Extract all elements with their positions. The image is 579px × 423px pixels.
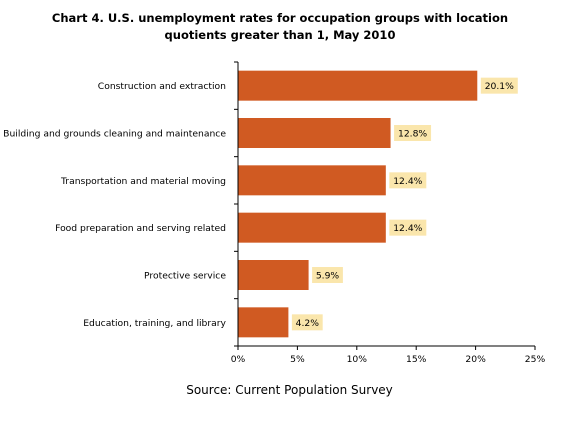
category-label: Construction and extraction: [98, 81, 226, 92]
axis-layer: 0% 5% 10% 15% 20% 25%: [231, 61, 546, 365]
category-label: Transportation and material moving: [60, 176, 226, 187]
data-label: 12.8%: [398, 129, 427, 140]
category-label: Education, training, and library: [83, 318, 226, 329]
data-label: 4.2%: [296, 318, 320, 329]
bar: [238, 165, 386, 196]
data-label-background: [394, 125, 432, 141]
bar: [238, 307, 289, 338]
bar: [238, 260, 309, 290]
x-tick-label: 25%: [525, 354, 546, 365]
source-note: Source: Current Population Survey: [186, 383, 393, 397]
data-label: 20.1%: [485, 81, 514, 92]
category-label: Building and grounds cleaning and mainte…: [3, 129, 226, 140]
data-label-background: [291, 314, 323, 331]
category-label: Protective service: [144, 271, 226, 282]
chart-title: Chart 4. U.S. unemployment rates for occ…: [51, 11, 509, 42]
data-label: 5.9%: [316, 271, 340, 282]
data-label-background: [389, 172, 427, 189]
bar: [238, 70, 478, 101]
x-tick-label: 10%: [347, 354, 368, 365]
bar: [238, 118, 391, 148]
data-label-background: [389, 219, 427, 236]
x-tick-label: 0%: [231, 354, 246, 365]
labels-layer: Construction and extraction 20.1% Building…: [3, 77, 518, 331]
x-tick-label: 15%: [406, 354, 427, 365]
data-label: 12.4%: [393, 223, 422, 234]
bars-layer: [238, 70, 478, 338]
data-label: 12.4%: [393, 176, 422, 187]
category-label: Food preparation and serving related: [55, 223, 226, 234]
bar: [238, 212, 386, 243]
x-tick-label: 20%: [465, 354, 486, 365]
data-label-background: [312, 267, 343, 283]
x-tick-label: 5%: [290, 354, 305, 365]
data-label-background: [480, 77, 518, 94]
